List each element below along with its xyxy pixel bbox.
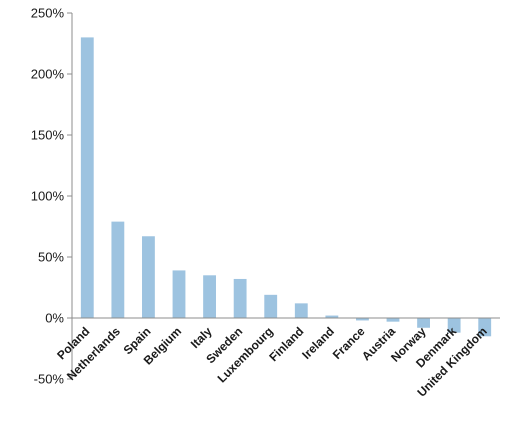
bar-finland xyxy=(294,303,308,318)
bar-united-kingdom xyxy=(478,318,492,337)
x-tick-label: Finland xyxy=(266,324,306,364)
axes-group xyxy=(71,13,500,379)
bar-norway xyxy=(417,318,430,328)
bar-spain xyxy=(142,236,155,318)
x-tick-label: Italy xyxy=(188,324,215,351)
bar-luxembourg xyxy=(264,294,278,318)
y-tick-label: 150% xyxy=(31,128,65,143)
y-tick-label: 200% xyxy=(31,67,65,82)
bar-belgium xyxy=(172,270,186,318)
y-tick-label: 0% xyxy=(45,311,64,326)
bar-denmark xyxy=(447,318,461,333)
bars-group xyxy=(80,37,492,337)
y-tick-label: 50% xyxy=(38,250,64,265)
y-tick-label: -50% xyxy=(34,372,65,387)
y-tick-label: 250% xyxy=(31,6,65,21)
bar-netherlands xyxy=(111,221,125,318)
bar-ireland xyxy=(325,315,339,318)
bar-france xyxy=(356,318,369,321)
y-axis-ticks: -50% 0% 50% 100% 150% 200% 250% xyxy=(31,6,72,387)
x-tick-label: Ireland xyxy=(299,324,337,362)
bar-austria xyxy=(386,318,400,322)
y-tick-label: 100% xyxy=(31,189,65,204)
bar-italy xyxy=(203,275,216,318)
bar-poland xyxy=(80,37,94,319)
bar-sweden xyxy=(233,278,247,318)
